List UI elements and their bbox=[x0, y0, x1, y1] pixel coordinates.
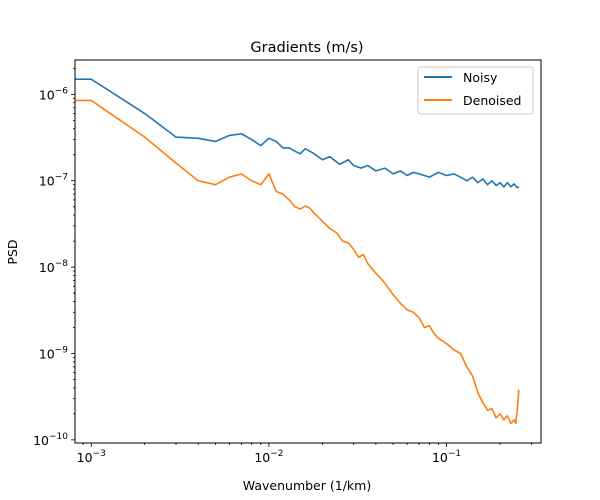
legend-label-noisy: Noisy bbox=[463, 70, 498, 85]
legend: Noisy Denoised bbox=[417, 66, 534, 115]
chart-title: Gradients (m/s) bbox=[250, 40, 363, 56]
series-line-denoised bbox=[75, 99, 520, 425]
x-tick-label: 10−1 bbox=[432, 449, 461, 465]
legend-box bbox=[417, 66, 534, 115]
y-tick-label: 10−10 bbox=[33, 432, 68, 448]
x-axis-ticks: 10−3 10−2 10−1 bbox=[77, 443, 532, 465]
legend-label-denoised: Denoised bbox=[463, 93, 522, 108]
axes-frame bbox=[74, 59, 542, 444]
y-tick-label: 10−9 bbox=[39, 345, 68, 361]
y-axis-ticks: 10−10 10−9 10−8 10−7 10−6 bbox=[33, 67, 75, 448]
y-tick-label: 10−6 bbox=[39, 86, 68, 102]
x-tick-label: 10−3 bbox=[77, 449, 106, 465]
plot-area: 10−3 10−2 10−1 10−10 10−9 10−8 10−7 10−6 bbox=[33, 59, 542, 465]
y-tick-label: 10−8 bbox=[39, 259, 68, 275]
y-tick-label: 10−7 bbox=[39, 173, 68, 189]
x-axis-label: Wavenumber (1/km) bbox=[243, 478, 371, 493]
x-tick-label: 10−2 bbox=[254, 449, 283, 465]
series-layer bbox=[75, 78, 520, 425]
series-line-noisy bbox=[75, 78, 520, 189]
y-axis-label: PSD bbox=[5, 239, 20, 264]
